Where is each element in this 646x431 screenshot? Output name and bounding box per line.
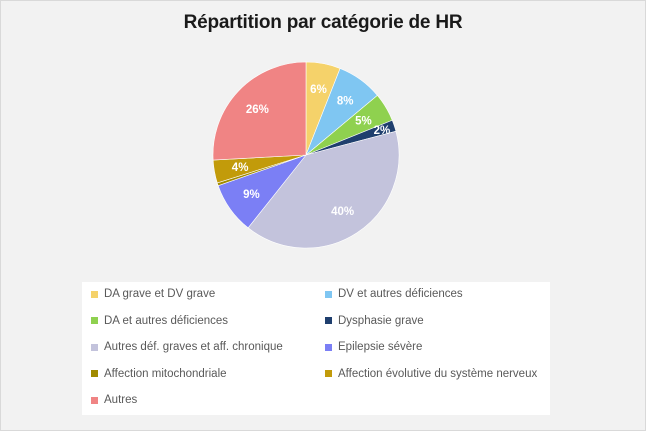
legend: DA grave et DV grave DV et autres déficie… [82, 282, 550, 415]
legend-item: Affection évolutive du système nerveux [325, 368, 537, 380]
legend-item: Dysphasie grave [325, 315, 424, 327]
data-label: 2% [374, 125, 391, 137]
data-label: 6% [310, 84, 327, 96]
legend-item: Autres déf. graves et aff. chronique [91, 341, 283, 353]
data-label: 9% [243, 189, 260, 201]
data-label: 5% [355, 116, 372, 128]
legend-label: Epilepsie sévère [338, 341, 423, 353]
legend-item: DV et autres déficiences [325, 288, 463, 300]
legend-label: Affection mitochondriale [104, 367, 227, 380]
legend-label: DA grave et DV grave [104, 288, 216, 300]
legend-swatch [91, 343, 98, 351]
data-label: 26% [246, 104, 269, 116]
legend-label: DA et autres déficiences [104, 314, 229, 327]
legend-item: Affection mitochondriale [91, 368, 227, 380]
legend-label: Autres [104, 394, 138, 406]
legend-item: DA et autres déficiences [91, 315, 228, 327]
chart-title: Répartition par catégorie de HR [183, 12, 463, 33]
legend-swatch [325, 343, 332, 351]
legend-swatch [91, 290, 98, 298]
pie-slice [212, 61, 307, 161]
legend-swatch [325, 317, 332, 324]
legend-label: Affection évolutive du système nerveux [338, 367, 538, 380]
legend-label: Autres déf. graves et aff. chronique [104, 341, 283, 353]
data-label: 4% [232, 162, 249, 174]
legend-swatch [325, 370, 332, 377]
legend-swatch [91, 396, 98, 404]
data-label: 8% [337, 96, 354, 108]
legend-swatch [91, 317, 98, 324]
pie-slice [247, 130, 400, 249]
legend-label: Dysphasie grave [338, 314, 424, 327]
legend-swatch [325, 290, 332, 298]
legend-item: DA grave et DV grave [91, 288, 215, 300]
legend-item: Epilepsie sévère [325, 341, 422, 353]
data-label: 40% [331, 206, 354, 218]
legend-label: DV et autres déficiences [338, 288, 463, 300]
legend-item: Autres [91, 394, 137, 406]
legend-swatch [91, 370, 98, 377]
